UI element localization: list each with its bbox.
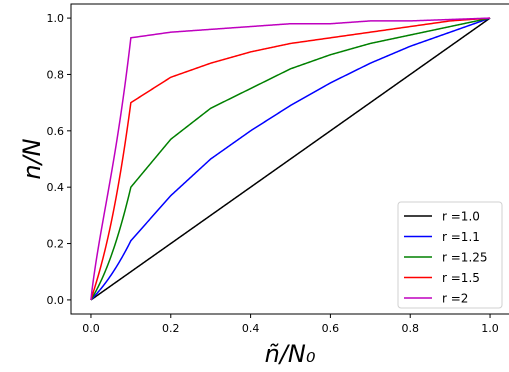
x-tick-label: 0.2 (162, 322, 180, 335)
x-tick-label: 0.8 (401, 322, 419, 335)
legend-label: r =1.5 (442, 271, 480, 285)
legend-label: r =1.25 (442, 251, 488, 265)
y-tick-label: 0.2 (47, 238, 65, 251)
legend-label: r =2 (442, 292, 468, 306)
y-tick-label: 0.4 (47, 181, 65, 194)
series-line (90, 17, 491, 301)
x-tick-label: 0.0 (82, 322, 100, 335)
x-tick-label: 1.0 (481, 322, 499, 335)
y-tick-label: 0.8 (47, 68, 65, 81)
x-axis: 0.0 0.2 0.4 0.6 0.8 1.0 (82, 314, 499, 335)
legend-box (397, 201, 503, 309)
legend: r =1.0 r =1.1 r =1.25 r =1.5 r =2 (397, 201, 503, 309)
y-tick-label: 0.6 (47, 125, 65, 138)
series-layer (90, 17, 491, 301)
series-line (90, 17, 491, 301)
legend-label: r =1.1 (442, 230, 480, 244)
y-tick-label: 0.0 (47, 294, 65, 307)
series-line (90, 17, 491, 301)
series-line (90, 17, 491, 300)
y-axis-label: n/N (18, 138, 46, 179)
y-axis: 0.0 0.2 0.4 0.6 0.8 1.0 (47, 12, 71, 307)
x-tick-label: 0.4 (242, 322, 260, 335)
x-axis-label: ñ/N₀ (265, 340, 316, 368)
y-tick-label: 1.0 (47, 12, 65, 25)
x-tick-label: 0.6 (322, 322, 340, 335)
series-line (90, 17, 491, 301)
legend-label: r =1.0 (442, 210, 480, 224)
